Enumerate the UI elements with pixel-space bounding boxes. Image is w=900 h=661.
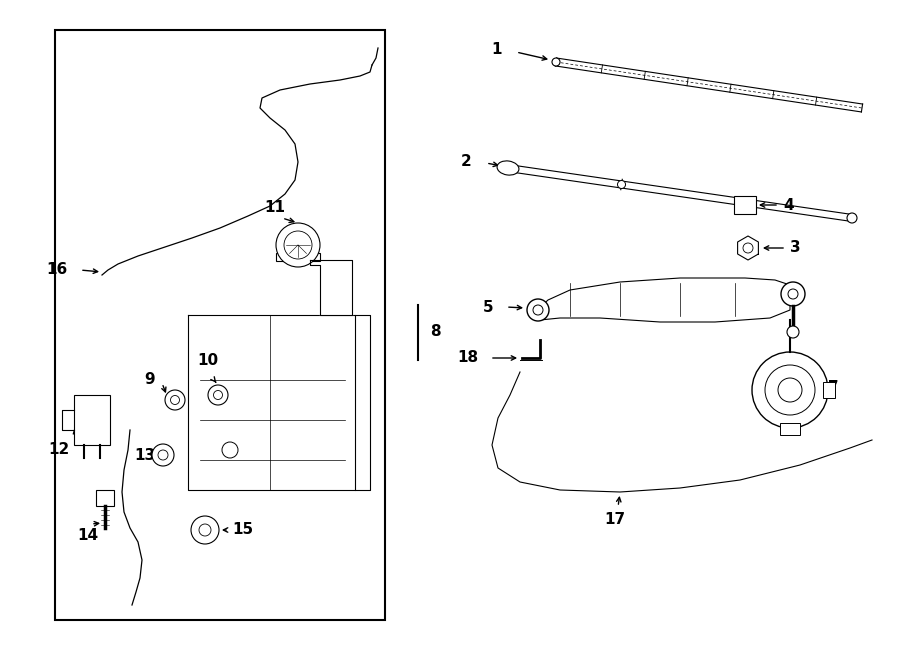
- Bar: [780, 423, 800, 435]
- Text: 18: 18: [457, 350, 478, 366]
- Text: 16: 16: [47, 262, 68, 278]
- Text: 3: 3: [790, 241, 801, 256]
- Circle shape: [158, 450, 168, 460]
- Bar: [96, 490, 114, 506]
- Circle shape: [847, 213, 857, 223]
- Text: 14: 14: [77, 528, 99, 543]
- Circle shape: [213, 391, 222, 399]
- Polygon shape: [738, 236, 759, 260]
- Bar: [734, 196, 756, 214]
- Text: 6: 6: [745, 295, 756, 309]
- Circle shape: [165, 390, 185, 410]
- Text: 17: 17: [605, 512, 626, 527]
- Circle shape: [778, 378, 802, 402]
- Polygon shape: [310, 260, 352, 315]
- Circle shape: [552, 58, 560, 66]
- Circle shape: [617, 180, 626, 188]
- Circle shape: [222, 442, 238, 458]
- Circle shape: [284, 231, 312, 259]
- Polygon shape: [535, 278, 790, 322]
- Polygon shape: [188, 315, 355, 490]
- Circle shape: [787, 326, 799, 338]
- Text: 1: 1: [491, 42, 502, 58]
- Circle shape: [276, 223, 320, 267]
- Text: 2: 2: [461, 155, 472, 169]
- Circle shape: [743, 243, 753, 253]
- Circle shape: [788, 289, 798, 299]
- Circle shape: [170, 395, 179, 405]
- Circle shape: [765, 365, 815, 415]
- Circle shape: [191, 516, 219, 544]
- Circle shape: [781, 282, 805, 306]
- Circle shape: [527, 299, 549, 321]
- Bar: [55, 30, 385, 620]
- Circle shape: [752, 352, 828, 428]
- Circle shape: [199, 524, 211, 536]
- Text: 7: 7: [828, 381, 839, 395]
- Ellipse shape: [497, 161, 519, 175]
- Text: 9: 9: [144, 373, 155, 387]
- Text: 4: 4: [783, 198, 794, 212]
- Text: 12: 12: [49, 442, 70, 457]
- Bar: [823, 382, 835, 398]
- Text: 11: 11: [265, 200, 285, 215]
- Text: 10: 10: [197, 353, 219, 368]
- Circle shape: [533, 305, 543, 315]
- Bar: [74, 395, 110, 445]
- Text: 15: 15: [232, 522, 253, 537]
- Text: 13: 13: [134, 448, 155, 463]
- Circle shape: [152, 444, 174, 466]
- Bar: [276, 253, 320, 261]
- Circle shape: [208, 385, 228, 405]
- Text: 8: 8: [430, 325, 441, 340]
- Text: 5: 5: [482, 299, 493, 315]
